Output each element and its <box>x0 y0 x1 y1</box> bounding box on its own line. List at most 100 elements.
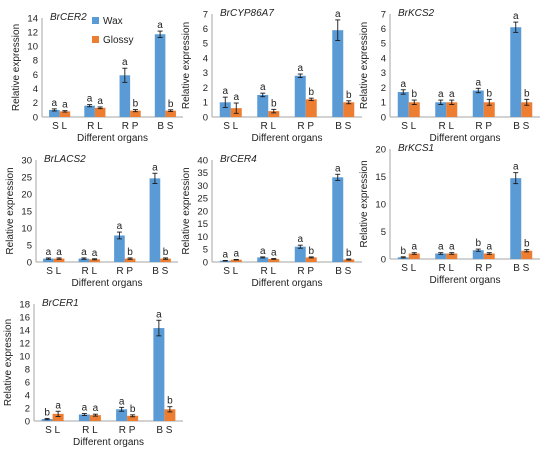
bar-glossy-2 <box>127 415 139 421</box>
significance-letter: a <box>260 82 266 93</box>
x-tick-label: R L <box>438 263 454 274</box>
x-axis-title: Different organs <box>77 133 148 144</box>
chart-panel-7: 0 2 4 6 8 10 12 14 16 18 Relative expression BrCER1… <box>3 298 183 448</box>
y-axis-title: Relative expression <box>359 160 370 247</box>
x-tick-label: R P <box>122 121 139 132</box>
y-tick-label: 7 <box>381 9 386 20</box>
y-tick-label: 30 <box>21 155 32 166</box>
gene-title: BrCER1 <box>42 298 79 309</box>
y-tick-label: 0 <box>27 257 32 268</box>
significance-letter: a <box>117 221 123 232</box>
bar-glossy-1 <box>446 253 458 259</box>
x-tick-label: R P <box>475 121 492 132</box>
bar-wax-1 <box>257 257 269 262</box>
x-tick-label: S L <box>45 425 60 436</box>
x-tick-label: B S <box>513 263 529 274</box>
y-tick-label: 5 <box>381 39 386 50</box>
y-axis-title: Relative expression <box>359 22 370 109</box>
bar-wax-1 <box>78 414 90 421</box>
significance-letter: a <box>81 247 87 258</box>
x-axis-title: Different organs <box>73 437 144 448</box>
significance-letter: b <box>400 246 406 257</box>
x-tick-label: R L <box>87 121 103 132</box>
significance-letter: a <box>297 63 303 74</box>
bar-glossy-2 <box>305 257 317 262</box>
x-tick-label: B S <box>156 425 172 436</box>
x-tick-label: B S <box>152 266 168 277</box>
significance-letter: b <box>271 98 277 109</box>
bar-wax-0 <box>43 258 54 262</box>
significance-letter: a <box>475 77 481 88</box>
y-tick-label: 30 <box>197 181 208 192</box>
y-tick-label: 0 <box>381 254 386 265</box>
bar-glossy-0 <box>230 259 242 262</box>
significance-letter: a <box>92 248 98 259</box>
y-tick-label: 20 <box>21 189 32 200</box>
bar-glossy-3 <box>165 110 176 117</box>
y-tick-label: 10 <box>197 232 208 243</box>
significance-letter: a <box>438 242 444 253</box>
bar-glossy-1 <box>94 107 106 117</box>
bar-glossy-2 <box>483 253 495 259</box>
significance-letter: a <box>222 86 228 97</box>
x-tick-label: R L <box>81 266 97 277</box>
x-axis-title: Different organs <box>430 133 501 144</box>
gene-title: BrLACS2 <box>44 154 86 165</box>
gene-title: BrCER2 <box>50 12 87 23</box>
bar-glossy-3 <box>343 259 355 262</box>
bar-glossy-1 <box>89 259 100 262</box>
y-tick-label: 20 <box>197 206 208 217</box>
y-tick-label: 1 <box>381 98 386 109</box>
y-tick-label: 35 <box>197 168 208 179</box>
significance-letter: a <box>97 96 103 107</box>
bar-glossy-1 <box>446 102 458 117</box>
significance-letter: b <box>308 87 314 98</box>
y-tick-label: 1 <box>203 98 208 109</box>
gene-title: BrKCS1 <box>398 143 434 154</box>
y-axis-title: Relative expression <box>3 319 14 406</box>
bar-glossy-2 <box>124 258 136 262</box>
y-tick-label: 6 <box>33 70 38 81</box>
significance-letter: a <box>260 246 266 257</box>
significance-letter: b <box>308 246 314 257</box>
y-tick-label: 4 <box>381 53 386 64</box>
bar-glossy-2 <box>130 110 141 117</box>
y-axis-title: Relative expression <box>5 167 16 254</box>
significance-letter: b <box>346 90 352 101</box>
y-tick-label: 0 <box>33 112 38 123</box>
gene-title: BrCYP86A7 <box>220 8 274 19</box>
bar-wax-0 <box>219 102 231 117</box>
legend-label-wax: Wax <box>103 16 123 27</box>
y-tick-label: 3 <box>203 68 208 79</box>
y-tick-label: 4 <box>203 53 208 64</box>
y-tick-label: 14 <box>27 13 38 24</box>
bar-wax-2 <box>119 75 131 117</box>
significance-letter: a <box>46 247 52 258</box>
x-axis-title: Different organs <box>252 278 323 289</box>
x-tick-label: B S <box>335 121 351 132</box>
significance-letter: a <box>297 234 303 245</box>
bar-wax-1 <box>435 102 447 117</box>
bar-glossy-3 <box>343 102 355 117</box>
y-tick-label: 25 <box>197 194 208 205</box>
significance-letter: a <box>449 89 455 100</box>
significance-letter: b <box>524 239 530 250</box>
significance-letter: b <box>167 396 173 407</box>
x-tick-label: S L <box>401 121 416 132</box>
y-tick-label: 25 <box>21 172 32 183</box>
x-tick-label: R P <box>116 266 133 277</box>
gene-title: BrCER4 <box>220 154 257 165</box>
x-tick-label: R L <box>260 266 276 277</box>
x-axis-title: Different organs <box>72 278 143 289</box>
y-tick-label: 3 <box>381 68 386 79</box>
bar-glossy-3 <box>521 250 533 259</box>
x-tick-label: R P <box>475 263 492 274</box>
bar-wax-0 <box>49 109 60 117</box>
bar-glossy-3 <box>521 102 533 117</box>
significance-letter: a <box>486 242 492 253</box>
significance-letter: a <box>233 92 239 103</box>
